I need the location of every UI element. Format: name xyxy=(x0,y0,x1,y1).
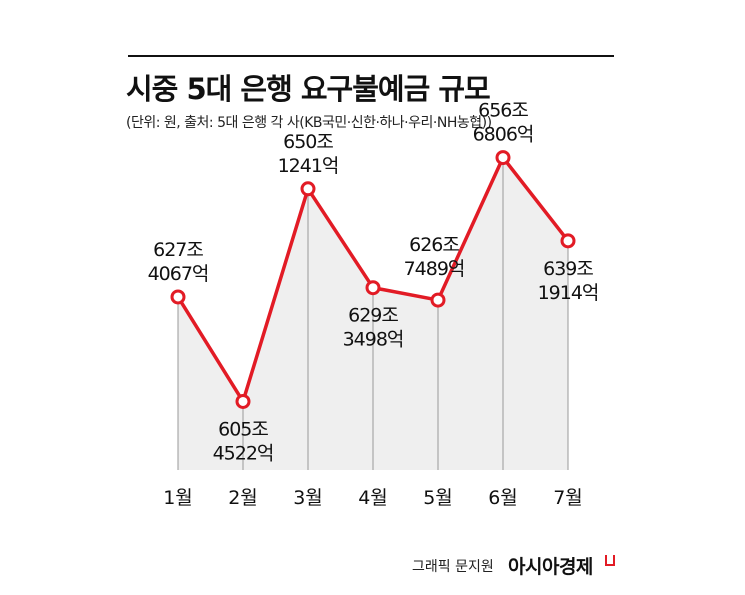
chart-subtitle: (단위: 원, 출처: 5대 은행 각 사(KB국민·신한·하나·우리·NH농협… xyxy=(126,115,492,131)
value-label-eok-6: 6806억 xyxy=(473,124,534,146)
value-label-jo-6: 656조 xyxy=(478,100,528,122)
value-label-eok-5: 7489억 xyxy=(404,258,465,280)
point-marker-1 xyxy=(170,289,186,305)
title-rule xyxy=(128,55,614,57)
x-tick-label-2: 2월 xyxy=(228,487,258,509)
value-label-eok-2: 4522억 xyxy=(213,442,274,464)
drop-lines xyxy=(177,157,569,470)
value-label-eok-3: 1241억 xyxy=(278,155,339,177)
value-label-jo-2: 605조 xyxy=(218,418,268,440)
value-label-jo-1: 627조 xyxy=(153,239,203,261)
value-label-eok-7: 1914억 xyxy=(538,282,599,304)
value-label-jo-5: 626조 xyxy=(409,234,459,256)
x-tick-label-4: 4월 xyxy=(358,487,388,509)
value-label-eok-1: 4067억 xyxy=(148,263,209,285)
point-marker-3 xyxy=(300,181,316,197)
point-markers xyxy=(170,150,576,409)
value-label-jo-4: 629조 xyxy=(348,305,398,327)
point-marker-6 xyxy=(495,150,511,166)
x-tick-label-1: 1월 xyxy=(163,487,193,509)
chart-title: 시중 5대 은행 요구불예금 규모 xyxy=(126,72,491,106)
value-label-jo-7: 639조 xyxy=(543,258,593,280)
value-label-eok-4: 3498억 xyxy=(343,329,404,351)
brand-logo-text: 아시아경제 xyxy=(508,556,593,578)
graphic-credit: 그래픽 문지원 xyxy=(412,559,494,575)
point-marker-4 xyxy=(365,280,381,296)
value-label-jo-3: 650조 xyxy=(283,131,333,153)
point-marker-5 xyxy=(430,292,446,308)
x-tick-label-7: 7월 xyxy=(553,487,583,509)
point-marker-7 xyxy=(560,233,576,249)
x-axis-labels: 1월 2월 3월 4월 5월 6월 7월 xyxy=(163,487,583,509)
x-tick-label-3: 3월 xyxy=(293,487,323,509)
x-tick-label-5: 5월 xyxy=(423,487,453,509)
brand-mark-icon xyxy=(605,555,615,566)
x-tick-label-6: 6월 xyxy=(488,487,518,509)
point-marker-2 xyxy=(235,393,251,409)
